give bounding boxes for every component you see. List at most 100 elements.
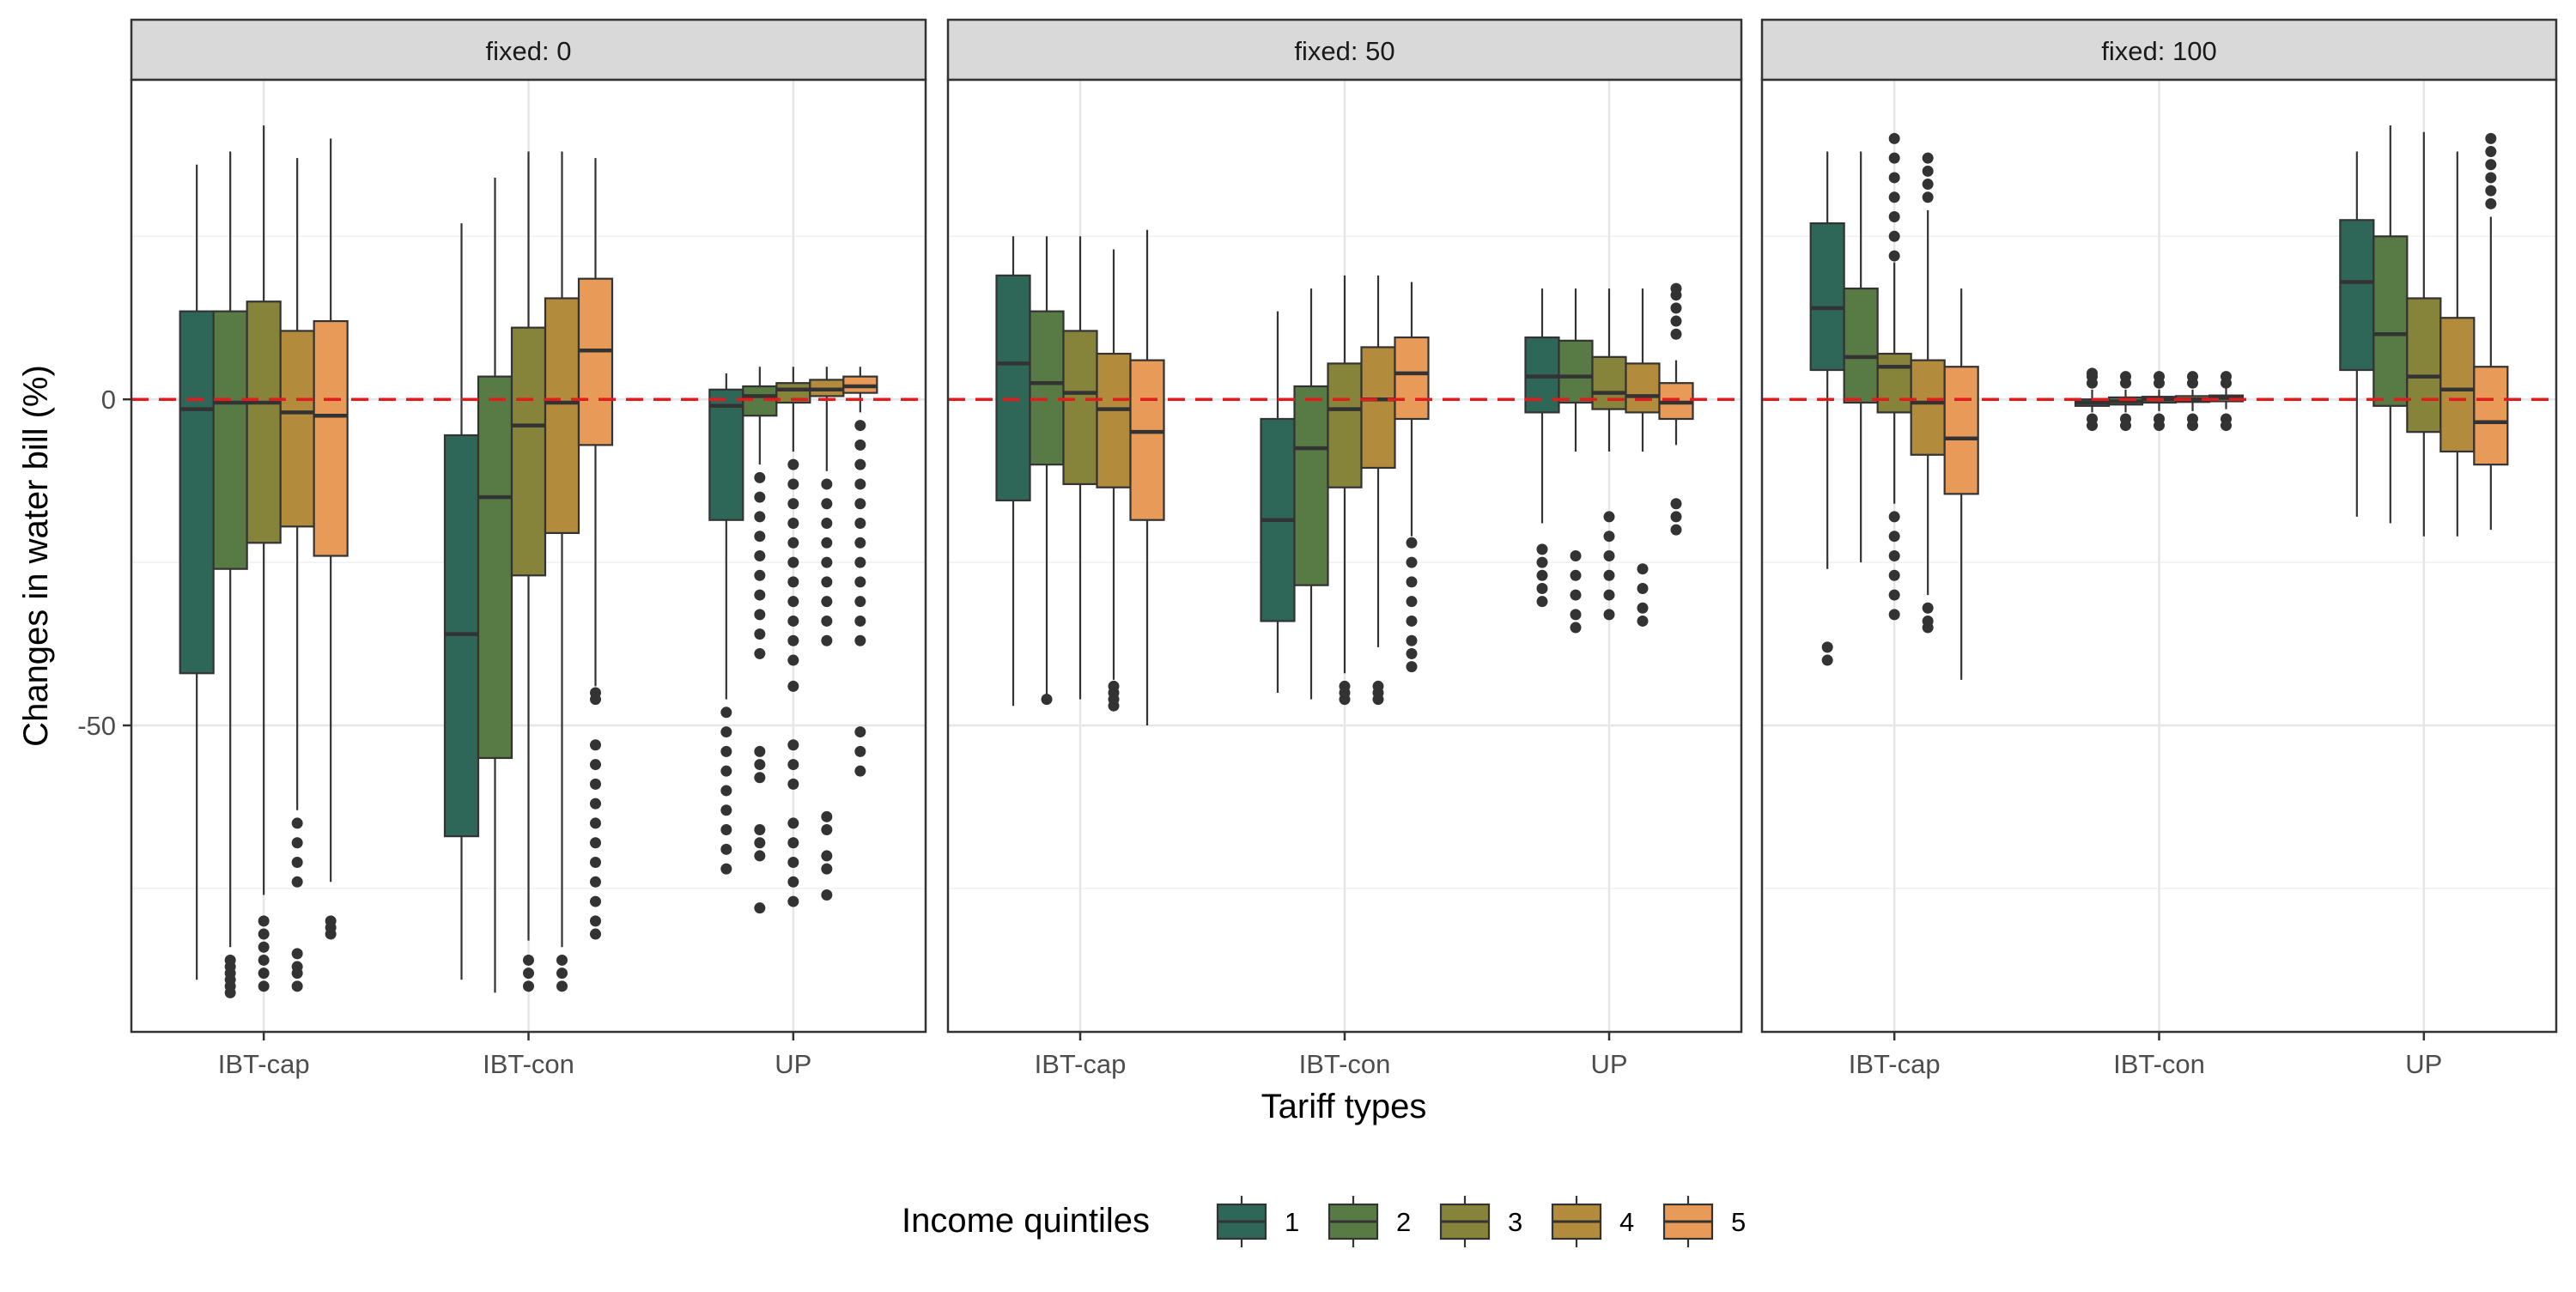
- outlier-point: [523, 967, 534, 980]
- outlier-point: [1536, 556, 1548, 568]
- outlier-point: [291, 967, 303, 980]
- outlier-point: [821, 556, 833, 568]
- box-q3: [1062, 330, 1098, 486]
- outlier-point: [720, 726, 732, 738]
- outlier-point: [1670, 328, 1682, 340]
- y-tick-label: 0: [101, 385, 116, 415]
- outlier-point: [2087, 420, 2098, 432]
- outlier-point: [754, 628, 766, 640]
- outlier-point: [1536, 596, 1548, 608]
- outlier-point: [720, 824, 732, 836]
- outlier-point: [2221, 420, 2232, 432]
- outlier-point: [1406, 576, 1418, 588]
- box-q2: [1293, 385, 1329, 586]
- box-q2: [1029, 310, 1065, 466]
- outlier-point: [1922, 165, 1934, 177]
- outlier-point: [1406, 634, 1418, 646]
- outlier-point: [1888, 152, 1900, 164]
- outlier-point: [754, 759, 766, 771]
- outlier-point: [821, 576, 833, 588]
- outlier-point: [258, 967, 270, 980]
- facet-strip-label: fixed: 0: [486, 36, 572, 66]
- outlier-point: [787, 778, 799, 790]
- outlier-point: [754, 824, 766, 836]
- box-q3: [246, 300, 282, 544]
- outlier-point: [2187, 371, 2198, 383]
- outlier-point: [787, 634, 799, 646]
- x-tick-label: IBT-con: [2113, 1049, 2205, 1079]
- outlier-point: [821, 863, 833, 875]
- outlier-point: [1888, 172, 1900, 184]
- outlier-point: [1603, 531, 1615, 543]
- outlier-point: [821, 518, 833, 530]
- outlier-point: [590, 739, 601, 751]
- outlier-point: [2485, 197, 2497, 209]
- outlier-point: [1108, 700, 1120, 712]
- outlier-point: [1888, 230, 1900, 242]
- outlier-point: [720, 745, 732, 757]
- outlier-point: [1888, 550, 1900, 561]
- outlier-point: [291, 837, 303, 849]
- x-tick-label: IBT-cap: [218, 1049, 310, 1079]
- outlier-point: [2485, 172, 2497, 184]
- x-tick-label: UP: [2405, 1049, 2442, 1079]
- box-q4: [2439, 317, 2476, 453]
- box-q1: [179, 310, 215, 675]
- outlier-point: [754, 491, 766, 503]
- outlier-point: [787, 857, 799, 869]
- box-q2: [477, 375, 513, 760]
- outlier-point: [325, 928, 337, 940]
- outlier-point: [720, 843, 732, 855]
- outlier-point: [1570, 609, 1582, 621]
- outlier-point: [787, 556, 799, 568]
- outlier-point: [1637, 582, 1649, 594]
- outlier-point: [787, 478, 799, 490]
- box-q3: [1327, 362, 1363, 488]
- outlier-point: [2154, 371, 2165, 383]
- outlier-point: [821, 596, 833, 608]
- outlier-point: [1603, 569, 1615, 581]
- outlier-point: [854, 745, 866, 757]
- outlier-point: [590, 895, 601, 907]
- legend-label: 5: [1731, 1207, 1746, 1237]
- box-q4: [544, 297, 580, 535]
- outlier-point: [1922, 179, 1934, 191]
- box-q5: [1129, 359, 1165, 521]
- outlier-point: [720, 863, 732, 875]
- box-q2: [212, 310, 248, 570]
- box-q1: [1809, 222, 1845, 372]
- x-tick-label: IBT-con: [483, 1049, 574, 1079]
- outlier-point: [258, 928, 270, 940]
- outlier-point: [1637, 615, 1649, 627]
- outlier-point: [854, 576, 866, 588]
- outlier-point: [821, 478, 833, 490]
- outlier-point: [590, 694, 601, 706]
- outlier-point: [590, 876, 601, 888]
- outlier-point: [821, 810, 833, 822]
- outlier-point: [1888, 132, 1900, 144]
- box-q3: [1876, 352, 1912, 414]
- outlier-point: [1406, 596, 1418, 608]
- outlier-point: [258, 941, 270, 953]
- outlier-point: [754, 589, 766, 601]
- facet-strip: [130, 18, 927, 82]
- legend-label: 1: [1285, 1207, 1299, 1237]
- outlier-point: [754, 550, 766, 561]
- outlier-point: [1637, 563, 1649, 575]
- outlier-point: [787, 837, 799, 849]
- box-q3: [510, 326, 547, 577]
- outlier-point: [1888, 609, 1900, 621]
- outlier-point: [1922, 152, 1934, 164]
- outlier-point: [1670, 282, 1682, 294]
- outlier-point: [2087, 367, 2098, 379]
- outlier-point: [854, 765, 866, 777]
- outlier-point: [590, 857, 601, 869]
- outlier-point: [523, 954, 534, 966]
- outlier-point: [854, 537, 866, 549]
- outlier-point: [854, 439, 866, 451]
- outlier-point: [1603, 511, 1615, 523]
- box-q5: [313, 319, 349, 557]
- x-axis-title: Tariff types: [1261, 1088, 1427, 1125]
- outlier-point: [787, 817, 799, 829]
